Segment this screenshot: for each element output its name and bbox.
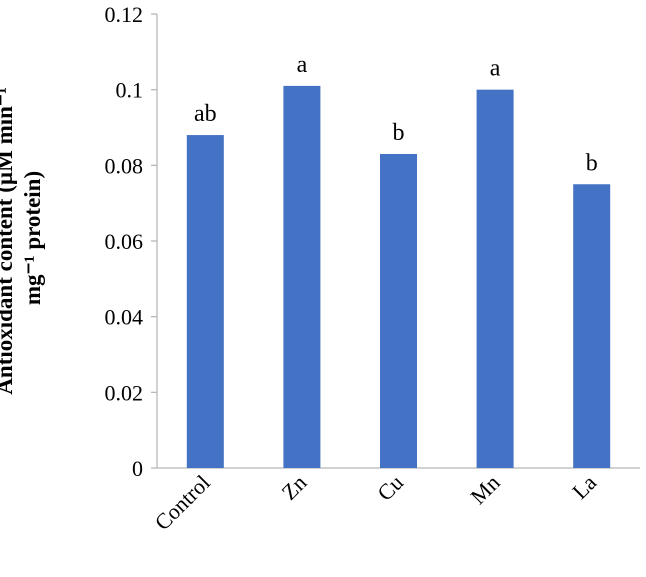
y-axis-label-line-2: mg⁻¹ protein) <box>20 171 45 305</box>
y-tick-label: 0.06 <box>105 229 144 254</box>
data-label-control: ab <box>194 101 217 127</box>
x-tick-label-zn: Zn <box>276 470 311 505</box>
y-tick-label: 0.08 <box>105 153 144 178</box>
y-tick-label: 0.1 <box>116 78 144 103</box>
y-tick-label: 0.12 <box>105 2 144 27</box>
data-label-la: b <box>586 150 598 176</box>
x-axis-ticks: Control Zn Cu Mn La <box>150 470 602 535</box>
y-tick-label: 0.04 <box>105 305 144 330</box>
y-tick-label: 0.02 <box>105 380 144 405</box>
bar-la <box>573 184 611 468</box>
y-axis-label: Antioxidant content (µM min⁻¹ mg⁻¹ prote… <box>0 81 45 394</box>
x-tick-label-cu: Cu <box>372 470 408 506</box>
bar-zn <box>283 85 321 468</box>
x-tick-label-mn: Mn <box>465 470 504 509</box>
x-tick-label-la: La <box>567 470 601 504</box>
x-tick-label-control: Control <box>150 470 215 535</box>
data-label-mn: a <box>490 56 501 82</box>
y-axis-label-line-1: Antioxidant content (µM min⁻¹ <box>0 87 17 395</box>
bar-cu <box>380 153 417 468</box>
bar-control <box>186 135 224 469</box>
bars <box>186 85 611 469</box>
bar-mn <box>476 89 514 469</box>
data-label-cu: b <box>393 120 405 146</box>
data-label-zn: a <box>297 52 308 78</box>
y-tick-label: 0 <box>132 456 143 481</box>
y-axis-ticks: 0 0.02 0.04 0.06 0.08 0.1 0.12 <box>105 2 157 481</box>
